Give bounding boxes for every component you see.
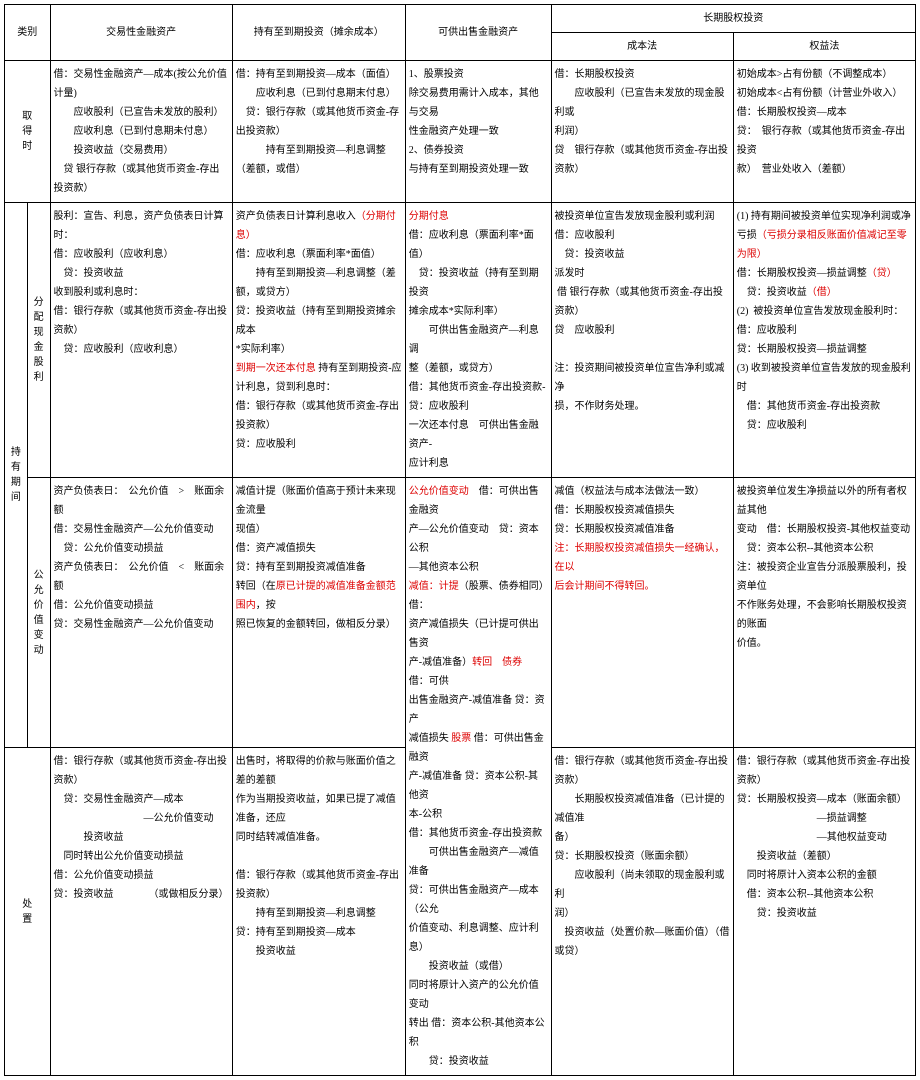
label-acquisition: 取得时 [5, 61, 51, 203]
fv-htm: 减值计提（账面价值高于预计未来现金流量 现值） 借：资产减值损失 贷：持有至到期… [232, 478, 405, 748]
disp-htm: 出售时，将取得的价款与账面价值之差的差额 作为当期投资收益，如果已提了减值准备，… [232, 748, 405, 1076]
div-trading: 股利：宣告、利息，资产负债表日计算时： 借：应收股利（应收利息） 贷：投资收益 … [50, 203, 232, 478]
fv-trading: 资产负债表日： 公允价值 > 账面余额 借：交易性金融资产—公允价值变动 贷：公… [50, 478, 232, 748]
fv-afs: 公允价值变动 借：可供出售金融资 产—公允价值变动 贷：资本公积 —其他资本公积… [405, 478, 551, 1076]
header-trading: 交易性金融资产 [50, 5, 232, 61]
header-category: 类别 [5, 5, 51, 61]
disp-equity: 借：银行存款（或其他货币资金-存出投资款） 贷：长期股权投资—成本（账面余额） … [733, 748, 915, 1076]
header-htm: 持有至到期投资（摊余成本） [232, 5, 405, 61]
acq-cost: 借：长期股权投资 应收股利（已宣告未发放的现金股利或 利润） 贷 银行存款（或其… [551, 61, 733, 203]
acq-trading: 借：交易性金融资产—成本(按公允价值计量) 应收股利（已宣告未发放的股利） 应收… [50, 61, 232, 203]
div-equity: (1) 持有期间被投资单位实现净利润或净亏损（亏损分录相反账面价值减记至零为限）… [733, 203, 915, 478]
row-holding-fv: 公允价值变动 资产负债表日： 公允价值 > 账面余额 借：交易性金融资产—公允价… [5, 478, 916, 748]
header-equity-method: 权益法 [733, 33, 915, 61]
label-fv-change: 公允价值变动 [27, 478, 50, 748]
div-afs: 分期付息 借：应收利息（票面利率*面值） 贷：投资收益（持有至到期投资 摊余成本… [405, 203, 551, 478]
fv-equity: 被投资单位发生净损益以外的所有者权益其他 变动 借：长期股权投资-其他权益变动 … [733, 478, 915, 748]
label-holding: 持有期间 [5, 203, 28, 748]
acq-afs: 1、股票投资 除交易费用需计入成本，其他与交易 性金融资产处理一致 2、债券投资… [405, 61, 551, 203]
label-dividend: 分配现金股利 [27, 203, 50, 478]
header-cost-method: 成本法 [551, 33, 733, 61]
row-holding-dividend: 持有期间 分配现金股利 股利：宣告、利息，资产负债表日计算时： 借：应收股利（应… [5, 203, 916, 478]
label-disposal: 处置 [5, 748, 51, 1076]
acq-htm: 借：持有至到期投资—成本（面值） 应收利息（已到付息期末付息） 贷：银行存款（或… [232, 61, 405, 203]
fv-cost: 减值（权益法与成本法做法一致） 借：长期股权投资减值损失 贷：长期股权投资减值准… [551, 478, 733, 748]
div-htm: 资产负债表日计算利息收入（分期付息） 借：应收利息（票面利率*面值） 持有至到期… [232, 203, 405, 478]
header-lteq: 长期股权投资 [551, 5, 915, 33]
disp-cost: 借：银行存款（或其他货币资金-存出投资款） 长期股权投资减值准备（已计提的减值准… [551, 748, 733, 1076]
div-cost: 被投资单位宣告发放现金股利或利润 借：应收股利 贷：投资收益 派发时 借 银行存… [551, 203, 733, 478]
acq-equity: 初始成本>占有份额（不调整成本） 初始成本<占有份额（计营业外收入） 借：长期股… [733, 61, 915, 203]
disp-trading: 借：银行存款（或其他货币资金-存出投资款） 贷：交易性金融资产—成本 —公允价值… [50, 748, 232, 1076]
header-afs: 可供出售金融资产 [405, 5, 551, 61]
row-acquisition: 取得时 借：交易性金融资产—成本(按公允价值计量) 应收股利（已宣告未发放的股利… [5, 61, 916, 203]
accounting-comparison-table: 类别 交易性金融资产 持有至到期投资（摊余成本） 可供出售金融资产 长期股权投资… [4, 4, 916, 1076]
